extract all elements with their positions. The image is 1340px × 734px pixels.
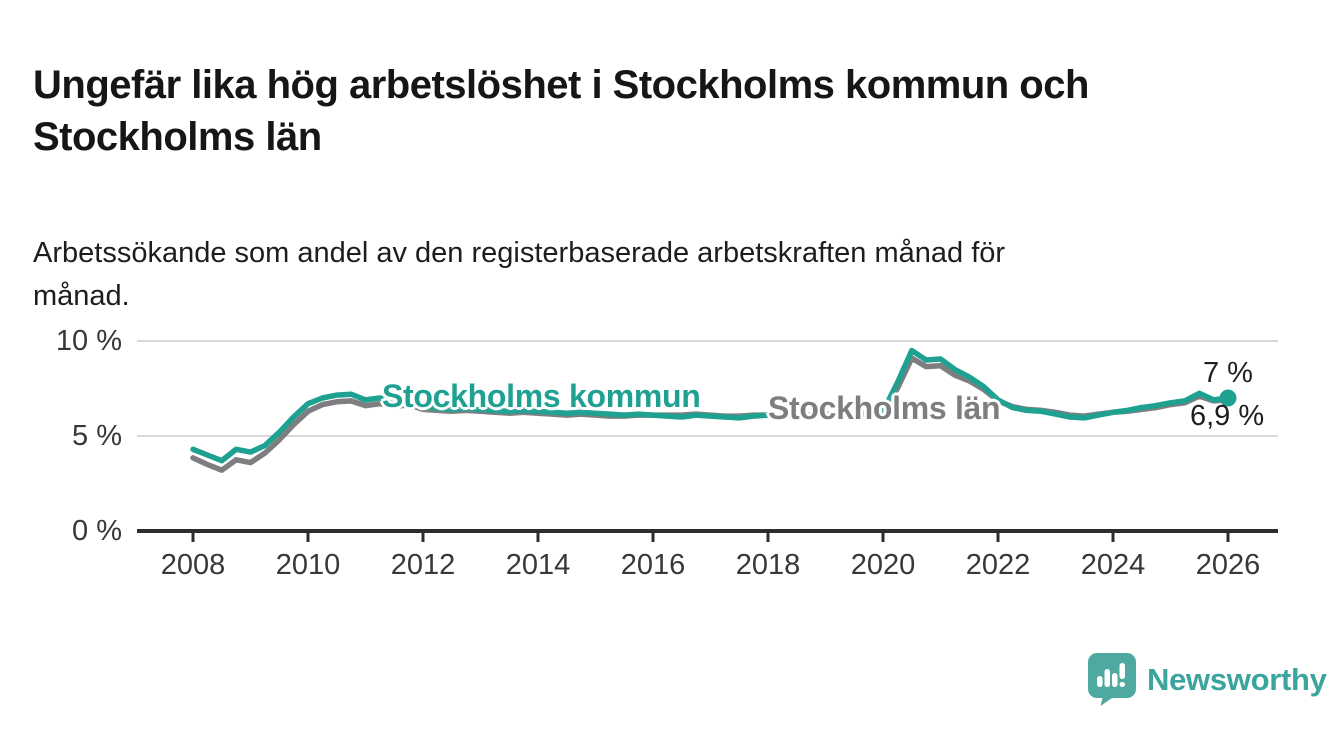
chart-title-line-2: Stockholms län xyxy=(33,114,322,159)
newsworthy-logo: Newsworthy xyxy=(1087,652,1327,707)
x-axis-tick-label: 2026 xyxy=(1195,549,1261,581)
y-axis-tick-label: 5 % xyxy=(72,420,122,452)
x-axis-tick-label: 2018 xyxy=(735,549,801,581)
logo-bar-chart-glyph xyxy=(1097,663,1125,687)
x-axis-tick-label: 2012 xyxy=(390,549,456,581)
chart-subtitle: Arbetssökande som andel av den registerb… xyxy=(33,232,1273,318)
series-label-lan: Stockholms län xyxy=(768,390,1001,426)
x-axis-tick-label: 2022 xyxy=(965,549,1031,581)
end-value-label-kommun: 7 % xyxy=(1203,357,1253,389)
chart-title-line-1: Ungefär lika hög arbetslöshet i Stockhol… xyxy=(33,62,1089,107)
series-line-kommun xyxy=(190,347,1231,464)
chart-subtitle-line-2: månad. xyxy=(33,280,130,312)
y-axis-tick-label: 0 % xyxy=(72,515,122,547)
chart-title: Ungefär lika hög arbetslöshet i Stockhol… xyxy=(33,59,1333,163)
x-axis-tick-label: 2024 xyxy=(1080,549,1146,581)
x-axis-tick-label: 2008 xyxy=(160,549,226,581)
x-axis-tick-label: 2010 xyxy=(275,549,341,581)
chart-subtitle-line-1: Arbetssökande som andel av den registerb… xyxy=(33,237,1006,269)
end-value-label-lan: 6,9 % xyxy=(1190,400,1265,432)
series-end-dot xyxy=(1219,389,1237,407)
newsworthy-logo-text: Newsworthy xyxy=(1147,661,1327,697)
y-axis-tick-label: 10 % xyxy=(55,325,122,357)
newsworthy-logo-icon xyxy=(1088,653,1136,706)
x-axis-tick-label: 2016 xyxy=(620,549,686,581)
x-axis-tick-label: 2014 xyxy=(505,549,571,581)
x-axis-tick-label: 2020 xyxy=(850,549,916,581)
series-label-kommun: Stockholms kommun xyxy=(382,378,701,414)
